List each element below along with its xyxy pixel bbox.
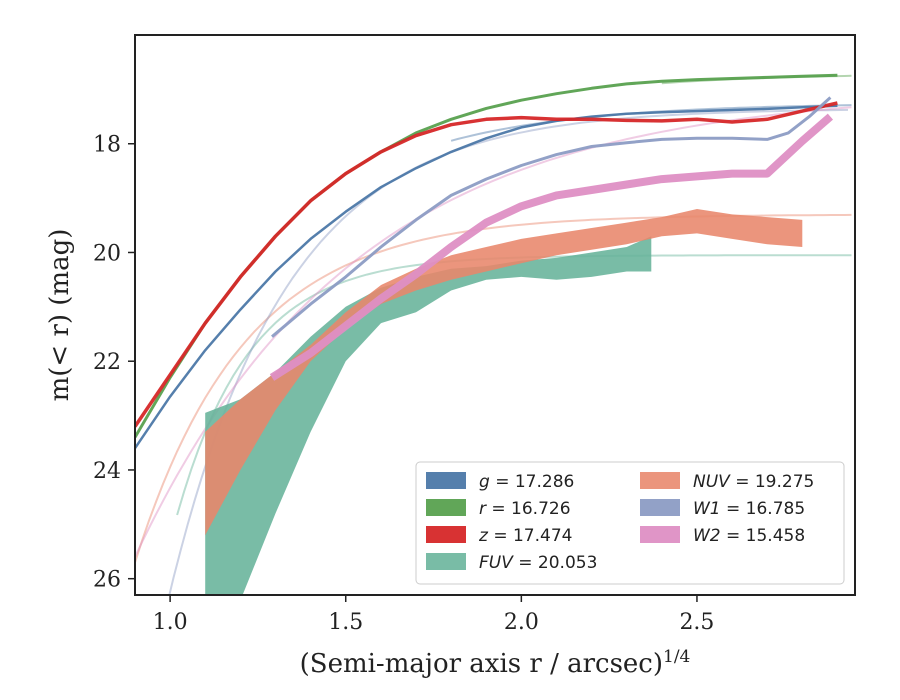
legend-swatch-g	[426, 472, 466, 489]
legend-var-nuv: NUV	[693, 472, 731, 492]
legend-label-fuv: FUV = 20.053	[479, 553, 597, 573]
legend-label-g: g = 17.286	[479, 472, 574, 492]
plot-frame	[134, 34, 856, 596]
band-fuv	[205, 236, 652, 595]
legend-value-g: = 17.286	[490, 472, 575, 492]
legend-swatch-w1	[640, 499, 680, 516]
y-axis: 18 20 22 24 26	[93, 133, 135, 593]
y-tick-label: 18	[93, 133, 121, 158]
model-curve-w2	[135, 106, 852, 558]
legend-value-w1: = 16.785	[721, 499, 806, 519]
x-axis-label: (Semi-major axis r / arcsec)1/4	[300, 647, 691, 679]
legend-var-g: g	[479, 472, 490, 492]
line-z	[135, 101, 838, 428]
model-curves	[135, 74, 852, 595]
legend-swatch-fuv	[426, 553, 466, 570]
model-curve-w1	[168, 108, 849, 595]
line-w2	[269, 113, 834, 381]
legend-var-r: r	[479, 499, 487, 519]
legend-label-w1: W1 = 16.785	[693, 499, 805, 519]
x-tick-label: 2.0	[504, 610, 539, 635]
y-tick-label: 20	[93, 241, 121, 266]
legend-value-r: = 16.726	[486, 499, 571, 519]
legend-value-w2: = 15.458	[721, 526, 806, 546]
legend-var-fuv: FUV	[479, 553, 514, 573]
x-tick-label: 2.5	[679, 610, 714, 635]
x-tick-label: 1.5	[328, 610, 363, 635]
legend-swatch-w2	[640, 526, 680, 543]
legend-value-fuv: = 20.053	[513, 553, 598, 573]
y-tick-label: 22	[93, 350, 121, 375]
legend-frame	[415, 461, 845, 585]
y-tick-label: 24	[93, 459, 121, 484]
legend-var-z: z	[478, 526, 489, 546]
legend-swatch-r	[426, 499, 466, 516]
legend-label-w2: W2 = 15.458	[693, 526, 805, 546]
legend-value-nuv: = 19.275	[730, 472, 815, 492]
legend-var-w2: W2	[693, 526, 721, 546]
legend-swatch-z	[426, 526, 466, 543]
x-tick-label: 1.0	[153, 610, 188, 635]
y-axis-label: m(< r) (mag)	[45, 229, 75, 402]
data-bands	[205, 209, 803, 595]
legend-value-z: = 17.474	[488, 526, 573, 546]
data-lines	[135, 73, 838, 449]
y-tick-label: 26	[93, 568, 121, 593]
legend-label-z: z = 17.474	[478, 526, 572, 546]
legend-label-r: r = 16.726	[479, 499, 571, 519]
line-w1	[271, 96, 832, 338]
legend-label-nuv: NUV = 19.275	[693, 472, 814, 492]
x-axis: 1.0 1.5 2.0 2.5	[153, 595, 714, 635]
line-g	[135, 104, 838, 449]
legend-var-w1: W1	[693, 499, 721, 519]
legend-swatch-nuv	[640, 472, 680, 489]
